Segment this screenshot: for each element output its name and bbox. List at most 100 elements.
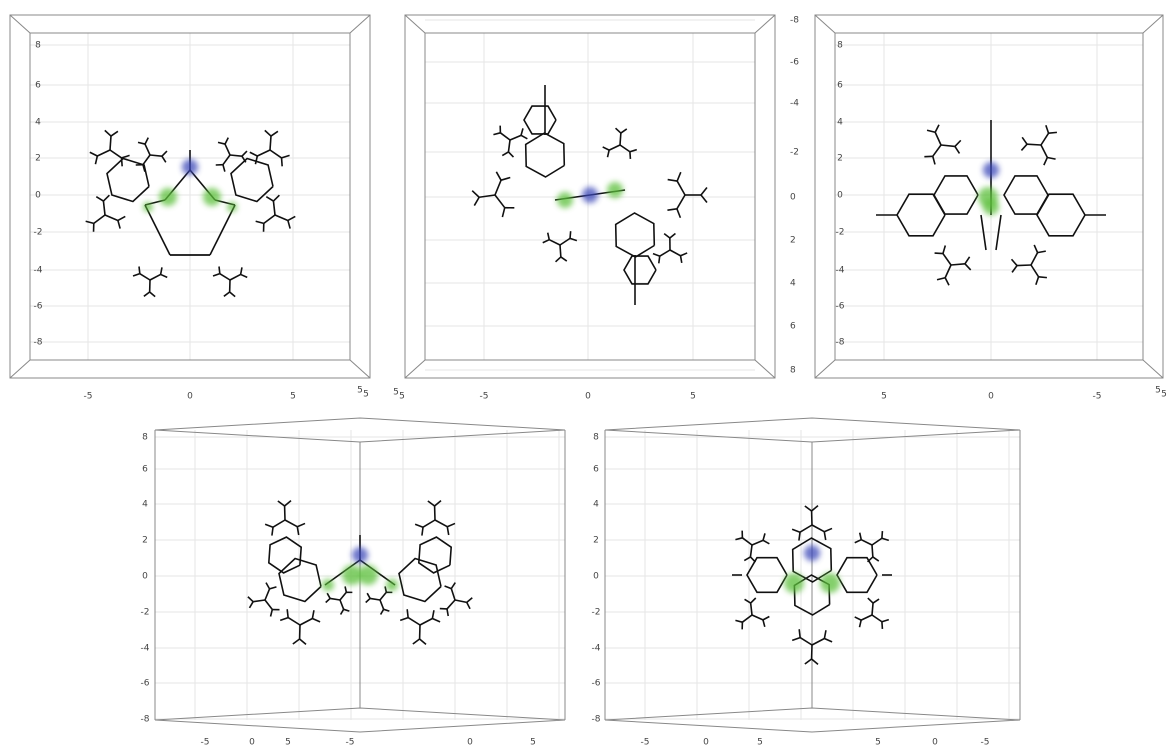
bond bbox=[744, 557, 750, 561]
bond bbox=[805, 506, 812, 511]
y-tick-label: 8 bbox=[35, 41, 41, 51]
bond bbox=[423, 520, 435, 527]
y-tick-label: 0 bbox=[837, 191, 843, 201]
bond bbox=[872, 545, 873, 557]
ring bbox=[616, 213, 655, 257]
bond bbox=[400, 618, 408, 621]
y-tick-label: -8 bbox=[790, 16, 799, 26]
bond bbox=[659, 256, 660, 263]
y-tick-label: -4 bbox=[836, 266, 845, 276]
bond bbox=[213, 274, 220, 276]
bond bbox=[955, 146, 960, 153]
bond bbox=[521, 128, 523, 135]
bond bbox=[255, 156, 257, 164]
bond bbox=[118, 220, 120, 228]
bond bbox=[965, 257, 970, 264]
bond bbox=[750, 545, 752, 557]
bond bbox=[800, 638, 812, 645]
bond bbox=[273, 520, 285, 527]
bond bbox=[266, 197, 273, 201]
x-tick-label: 5 bbox=[285, 738, 291, 748]
bond bbox=[945, 278, 949, 285]
y-tick-label: -6 bbox=[836, 302, 845, 312]
bond bbox=[812, 525, 824, 532]
bond bbox=[1017, 265, 1031, 266]
bond bbox=[609, 145, 620, 150]
bond bbox=[500, 133, 510, 140]
bond bbox=[763, 617, 769, 620]
x-tick-label: -5 bbox=[346, 738, 355, 748]
x-tick-label: 5 bbox=[757, 738, 763, 748]
bond bbox=[242, 151, 247, 156]
bond bbox=[502, 208, 504, 217]
y-tick-label: 6 bbox=[593, 465, 599, 475]
atom bbox=[143, 202, 153, 212]
y-tick-label: 4 bbox=[593, 500, 599, 510]
y-tick-label: 8 bbox=[790, 366, 796, 376]
box-edge bbox=[350, 360, 370, 378]
y-tick-label: 0 bbox=[142, 572, 148, 582]
bond bbox=[326, 598, 330, 602]
bond bbox=[620, 133, 621, 145]
bond bbox=[812, 638, 824, 645]
bond bbox=[288, 220, 290, 228]
bond bbox=[752, 540, 763, 545]
bond bbox=[1022, 137, 1027, 144]
y-tick-label: 8 bbox=[593, 433, 599, 443]
y-tick-label: 2 bbox=[35, 154, 41, 164]
y-tick-label: 4 bbox=[142, 500, 148, 510]
bond bbox=[670, 250, 681, 256]
bond bbox=[280, 618, 288, 621]
bond bbox=[285, 501, 291, 506]
bond bbox=[432, 610, 434, 618]
bond bbox=[616, 128, 621, 133]
bond bbox=[435, 520, 447, 527]
x-tick-label: -5 bbox=[981, 738, 990, 748]
x-tick-label: -5 bbox=[641, 738, 650, 748]
y-tick-label: -6 bbox=[34, 302, 43, 312]
corner-label: 5 bbox=[399, 392, 405, 402]
atom bbox=[358, 565, 378, 585]
bond bbox=[668, 180, 677, 182]
bond bbox=[510, 135, 521, 140]
bond bbox=[560, 238, 570, 245]
bond bbox=[210, 205, 235, 255]
bond bbox=[561, 257, 567, 261]
bond bbox=[288, 618, 300, 625]
bond bbox=[735, 620, 742, 622]
bond bbox=[670, 233, 676, 238]
bond bbox=[868, 598, 873, 603]
atom bbox=[983, 162, 999, 178]
bond bbox=[872, 538, 882, 545]
y-tick-label: -2 bbox=[592, 608, 601, 618]
bond bbox=[955, 140, 961, 146]
bond bbox=[285, 520, 297, 527]
bond bbox=[621, 129, 627, 133]
bond bbox=[143, 155, 150, 165]
x-tick-label: 0 bbox=[932, 738, 938, 748]
bond bbox=[380, 600, 384, 609]
bond bbox=[110, 150, 122, 158]
bond bbox=[161, 274, 168, 277]
bond bbox=[496, 172, 501, 180]
bond bbox=[660, 250, 670, 256]
y-tick-label: -4 bbox=[34, 266, 43, 276]
bond bbox=[653, 254, 660, 257]
x-tick-label: 5 bbox=[690, 392, 696, 402]
bond bbox=[340, 600, 344, 609]
y-tick-label: -8 bbox=[34, 338, 43, 348]
x-tick-label: -5 bbox=[84, 392, 93, 402]
y-tick-label: -2 bbox=[34, 228, 43, 238]
atom bbox=[784, 573, 804, 593]
bond bbox=[1044, 157, 1047, 165]
bond bbox=[340, 592, 346, 600]
ring bbox=[399, 559, 441, 602]
bond bbox=[447, 527, 448, 535]
bond bbox=[1031, 253, 1038, 265]
bond bbox=[422, 527, 423, 535]
atom bbox=[557, 192, 573, 208]
box-edge bbox=[405, 15, 425, 33]
bond bbox=[508, 140, 510, 152]
bond bbox=[677, 172, 681, 181]
y-tick-label: 6 bbox=[837, 81, 843, 91]
